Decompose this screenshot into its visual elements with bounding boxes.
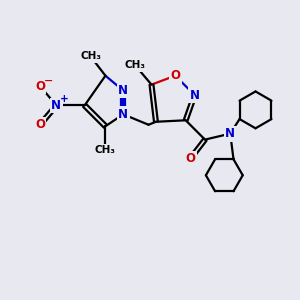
Text: CH₃: CH₃ <box>124 60 146 70</box>
Text: N: N <box>118 108 128 121</box>
Text: N: N <box>51 99 62 112</box>
Text: +: + <box>59 94 68 104</box>
Text: O: O <box>170 69 180 82</box>
Text: O: O <box>185 152 195 165</box>
Text: CH₃: CH₃ <box>80 51 101 62</box>
Text: O: O <box>35 80 45 93</box>
Text: O: O <box>35 118 45 131</box>
Text: N: N <box>190 88 200 101</box>
Text: CH₃: CH₃ <box>95 145 116 155</box>
Text: −: − <box>44 76 53 86</box>
Text: N: N <box>225 127 235 140</box>
Text: N: N <box>118 84 128 97</box>
